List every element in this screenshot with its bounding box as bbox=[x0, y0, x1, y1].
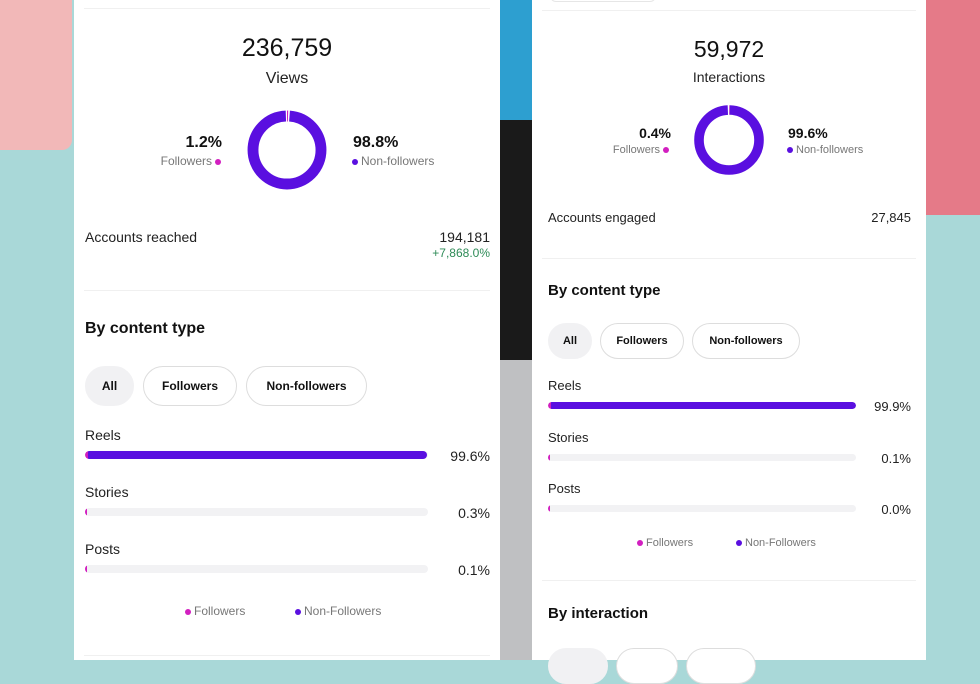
content-type-percent: 99.6% bbox=[450, 448, 490, 464]
content-type-percent: 0.1% bbox=[881, 450, 911, 466]
non-followers-label: Non-followers bbox=[361, 154, 435, 168]
content-type-bar-fill bbox=[85, 508, 88, 516]
legend-followers: Followers bbox=[646, 537, 694, 549]
background-laptop bbox=[500, 0, 532, 120]
content-type-bar bbox=[548, 453, 856, 461]
content-type-bar bbox=[85, 565, 428, 573]
accounts-reached-change: +7,868.0% bbox=[432, 246, 490, 260]
divider bbox=[542, 10, 916, 11]
filter-non-followers-chip[interactable]: Non-followers bbox=[692, 323, 800, 359]
followers-donut-chart bbox=[247, 110, 327, 190]
content-type-label: Reels bbox=[548, 378, 582, 393]
divider bbox=[84, 8, 490, 9]
interaction-filter-chip[interactable] bbox=[616, 648, 678, 684]
divider bbox=[84, 290, 490, 291]
filter-followers-chip[interactable]: Followers bbox=[600, 323, 684, 359]
followers-donut-chart bbox=[694, 105, 764, 175]
accounts-reached-value: 194,181 bbox=[439, 229, 490, 245]
interactions-panel: 59,972 Interactions 0.4% Followers 99.6%… bbox=[532, 0, 926, 684]
legend-non-followers-dot-icon bbox=[295, 608, 301, 615]
content-type-percent: 0.1% bbox=[458, 562, 490, 578]
accounts-engaged-label: Accounts engaged bbox=[548, 210, 656, 225]
content-type-bar-fill bbox=[548, 505, 550, 512]
content-type-bar bbox=[85, 451, 428, 459]
interactions-label: Interactions bbox=[692, 69, 766, 85]
content-type-bar bbox=[548, 505, 856, 512]
content-type-bar-fill bbox=[85, 565, 88, 573]
filter-all-chip[interactable]: All bbox=[548, 323, 592, 359]
content-type-bar bbox=[548, 402, 856, 409]
filter-followers-chip[interactable]: Followers bbox=[143, 366, 237, 406]
views-total: 236,759 bbox=[241, 34, 333, 62]
content-type-label: Reels bbox=[85, 427, 121, 443]
views-panel: 236,759 Views 1.2% Followers 98.8% Non-f… bbox=[74, 0, 500, 660]
donut-segment-non-followers bbox=[694, 105, 764, 175]
background-pink-notebook bbox=[0, 0, 72, 150]
legend-non-followers: Non-Followers bbox=[304, 604, 382, 618]
donut-segment-followers bbox=[247, 110, 327, 190]
background-laptop-body bbox=[500, 360, 532, 660]
interaction-filter-chip[interactable] bbox=[686, 648, 756, 684]
filter-non-followers-chip[interactable]: Non-followers bbox=[246, 366, 367, 406]
content-type-label: Stories bbox=[548, 429, 589, 445]
content-type-bar bbox=[85, 508, 428, 516]
content-type-label: Stories bbox=[85, 484, 129, 500]
content-type-label: Posts bbox=[85, 541, 121, 557]
followers-percent: 0.4% bbox=[639, 125, 671, 141]
followers-percent: 1.2% bbox=[185, 134, 222, 151]
interaction-filter-chip[interactable] bbox=[548, 648, 608, 684]
content-type-label: Posts bbox=[548, 481, 581, 496]
followers-label: Followers bbox=[612, 144, 660, 156]
donut-segment-followers bbox=[694, 105, 764, 175]
legend-non-followers-dot-icon bbox=[736, 540, 742, 547]
divider bbox=[84, 655, 490, 656]
background-pink-paper bbox=[926, 0, 980, 215]
legend-followers-dot-icon bbox=[185, 608, 191, 615]
donut-segment-non-followers bbox=[247, 110, 327, 190]
background-keyboard bbox=[500, 120, 532, 360]
content-type-percent: 0.3% bbox=[458, 505, 490, 521]
content-type-percent: 0.0% bbox=[881, 502, 911, 517]
followers-dot-icon bbox=[663, 147, 669, 154]
non-followers-percent: 99.6% bbox=[788, 125, 828, 141]
non-followers-label: Non-followers bbox=[796, 144, 864, 156]
non-followers-dot-icon bbox=[352, 158, 358, 165]
content-type-bar-fill bbox=[85, 451, 427, 459]
legend-followers-dot-icon bbox=[637, 540, 643, 547]
divider bbox=[542, 580, 916, 581]
legend-followers: Followers bbox=[194, 604, 246, 618]
accounts-reached-label: Accounts reached bbox=[85, 229, 198, 245]
filter-all-chip[interactable]: All bbox=[85, 366, 134, 406]
legend-non-followers: Non-Followers bbox=[745, 537, 816, 549]
non-followers-dot-icon bbox=[787, 147, 793, 154]
interactions-total: 59,972 bbox=[693, 36, 765, 62]
partial-button bbox=[550, 0, 656, 2]
followers-dot-icon bbox=[215, 158, 221, 165]
section-title: By content type bbox=[85, 320, 206, 337]
by-interaction-title: By interaction bbox=[548, 605, 649, 622]
non-followers-percent: 98.8% bbox=[353, 134, 399, 151]
content-type-bar-fill bbox=[548, 402, 856, 409]
content-type-bar-fill bbox=[548, 453, 550, 461]
divider bbox=[542, 258, 916, 259]
views-label: Views bbox=[265, 70, 309, 87]
section-title: By content type bbox=[548, 282, 661, 299]
content-type-percent: 99.9% bbox=[874, 399, 911, 414]
accounts-engaged-value: 27,845 bbox=[871, 210, 911, 225]
followers-label: Followers bbox=[160, 154, 212, 168]
